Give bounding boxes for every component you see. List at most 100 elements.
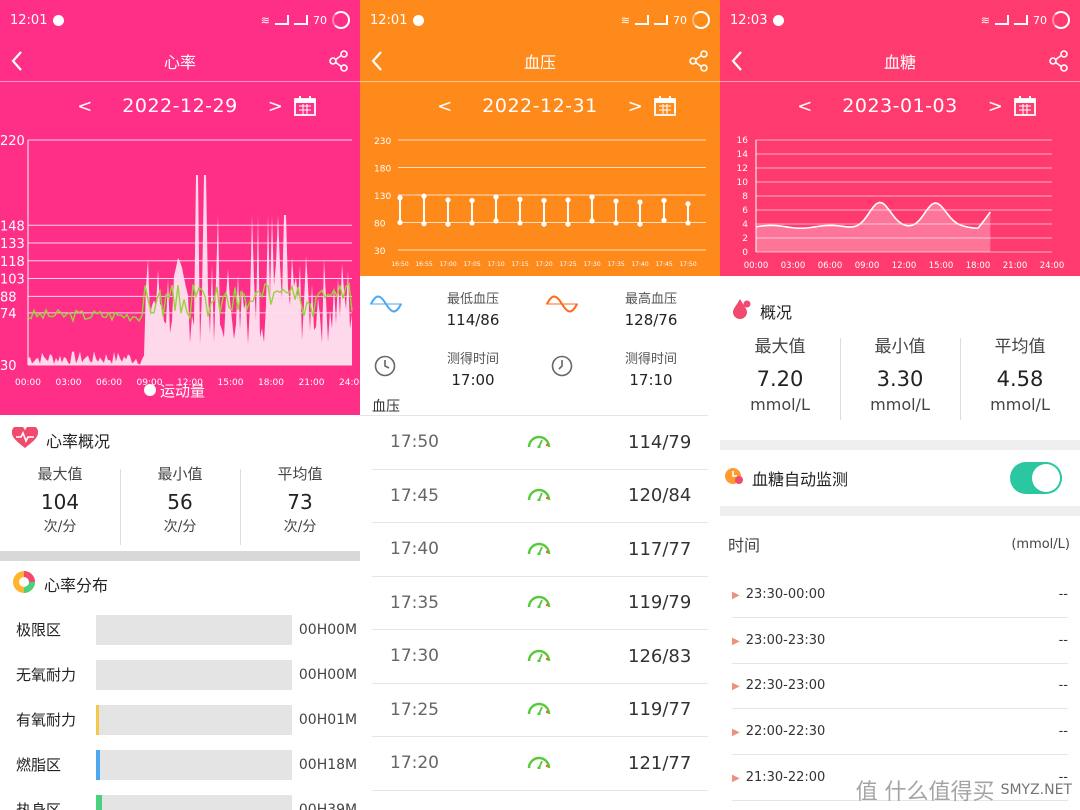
stat-value: 7.20 xyxy=(756,367,804,391)
bp-systolic-point xyxy=(397,195,403,201)
bp-item-value: 114/79 xyxy=(628,431,692,453)
bp-diastolic-point xyxy=(613,220,619,226)
bp-list-item[interactable]: 17:35 119/79 xyxy=(372,577,708,630)
bp-summary: 最低血压 114/86 最高血压 128/76 测得时间 17:00 测得时间 … xyxy=(360,276,720,396)
glucose-item-range-group: ▶ 21:30-22:00 xyxy=(732,770,825,785)
bp-diastolic-point xyxy=(493,218,499,224)
glucose-list-item[interactable]: ▶ 22:00-22:30 -- xyxy=(732,709,1068,756)
calendar-icon[interactable] xyxy=(294,96,316,116)
share-icon[interactable] xyxy=(688,49,710,72)
glucose-overview-header: 概况 xyxy=(720,290,1080,332)
gauge-icon xyxy=(527,433,551,452)
bp-time-2-label: 测得时间 xyxy=(624,352,677,367)
next-date-button[interactable]: > xyxy=(627,95,643,117)
bp-high-value: 128/76 xyxy=(624,311,678,329)
glucose-stats: 最大值 7.20 mmol/L 最小值 3.30 mmol/L 平均值 4.58… xyxy=(720,332,1080,426)
watermark-text: 值 什么值得买 xyxy=(855,780,995,805)
bp-item-time: 17:50 xyxy=(390,432,439,453)
back-icon[interactable] xyxy=(10,50,32,72)
expand-triangle-icon: ▶ xyxy=(732,589,740,601)
bp-systolic-point xyxy=(589,194,595,200)
heart-rate-chart: 30 74 88 103 118 133 148 220 00:00 03:00 06:00 09:0… xyxy=(0,134,360,400)
auto-monitor-toggle[interactable] xyxy=(1010,462,1062,494)
x-tick-label: 03:00 xyxy=(56,378,82,388)
calendar-icon[interactable] xyxy=(1014,96,1036,116)
bp-list-item[interactable]: 17:30 126/83 xyxy=(372,630,708,684)
zone-row: 有氧耐力 00H01M xyxy=(0,697,360,742)
bp-list-item[interactable]: 17:25 119/77 xyxy=(372,684,708,737)
stat-unit: 次/分 xyxy=(43,519,77,535)
x-tick-label: 17:05 xyxy=(463,261,480,268)
share-icon[interactable] xyxy=(328,49,350,72)
expand-triangle-icon: ▶ xyxy=(732,773,740,785)
x-tick-label: 09:00 xyxy=(137,378,163,388)
y-tick-label: 30 xyxy=(374,247,386,257)
bp-systolic-point xyxy=(541,197,547,204)
bp-list-item[interactable]: 17:45 120/84 xyxy=(372,470,708,523)
blood-pressure-panel: 12:01 ≋ 70 血压 < 2022-12-31 > 30 80 130 180 2… xyxy=(360,0,720,810)
wifi-icon: ≋ xyxy=(260,13,270,27)
glucose-list-item[interactable]: ▶ 23:00-23:30 -- xyxy=(732,618,1068,664)
prev-date-button[interactable]: < xyxy=(77,95,93,117)
glucose-area xyxy=(756,202,991,252)
glucose-table-header: 时间 (mmol/L) xyxy=(720,516,1080,572)
bp-diastolic-point xyxy=(565,221,571,227)
next-date-button[interactable]: > xyxy=(267,95,283,117)
bp-item-time: 17:25 xyxy=(390,699,439,720)
glucose-item-range: 23:00-23:30 xyxy=(745,632,826,648)
y-tick-label: 130 xyxy=(374,192,391,202)
x-tick-label: 17:10 xyxy=(487,261,504,268)
heart-distribution-title: 心率分布 xyxy=(44,576,109,595)
next-date-button[interactable]: > xyxy=(987,95,1003,117)
prev-date-button[interactable]: < xyxy=(797,95,813,117)
date-bar: < 2023-01-03 > xyxy=(720,82,1080,130)
zone-label: 极限区 xyxy=(16,621,62,639)
signal-2-icon xyxy=(1014,15,1028,25)
bp-list-item[interactable]: 17:40 117/77 xyxy=(372,523,708,577)
stat-label: 最大值 xyxy=(37,465,83,483)
glucose-item-range-group: ▶ 23:30-00:00 xyxy=(732,587,825,602)
share-icon[interactable] xyxy=(1048,49,1070,72)
wifi-icon: ≋ xyxy=(980,13,990,27)
bp-systolic-point xyxy=(517,196,523,202)
battery-icon xyxy=(1052,11,1070,29)
glucose-list-item[interactable]: ▶ 23:30-00:00 -- xyxy=(732,572,1068,618)
x-tick-label: 17:35 xyxy=(607,261,624,268)
signal-2-icon xyxy=(654,15,668,25)
bp-item-time: 17:35 xyxy=(390,592,439,613)
glucose-list-item[interactable]: ▶ 22:30-23:00 -- xyxy=(732,664,1068,710)
zone-bar-fill xyxy=(96,704,99,735)
divider xyxy=(0,551,360,561)
bp-list-item[interactable]: 17:20 121/77 xyxy=(372,737,708,791)
gauge-icon xyxy=(527,647,551,666)
bp-diastolic-point xyxy=(397,219,403,226)
x-tick-label: 21:00 xyxy=(299,378,325,388)
bp-diastolic-point xyxy=(517,220,523,226)
bp-list-item[interactable]: 17:50 114/79 xyxy=(372,416,708,470)
y-tick-label: 80 xyxy=(374,220,386,230)
gauge-icon xyxy=(527,593,551,612)
signal-2-icon xyxy=(294,15,308,25)
back-icon[interactable] xyxy=(370,50,392,72)
x-tick-label: 18:00 xyxy=(966,261,991,271)
glucose-item-range: 23:30-00:00 xyxy=(745,586,826,602)
calendar-icon[interactable] xyxy=(654,96,676,116)
glucose-item-value: -- xyxy=(1058,724,1068,740)
bp-time-2-value: 17:10 xyxy=(629,371,673,389)
glucose-item-value: -- xyxy=(1058,770,1068,786)
back-icon[interactable] xyxy=(730,50,752,72)
prev-date-button[interactable]: < xyxy=(437,95,453,117)
notification-dot-icon xyxy=(53,14,65,26)
bp-systolic-point xyxy=(469,197,475,204)
gauge-icon xyxy=(527,754,551,773)
glucose-item-range: 22:30-23:00 xyxy=(745,678,826,694)
glucose-list-item[interactable]: ▶ 21:30-22:00 -- xyxy=(732,755,1068,801)
legend-marker xyxy=(144,384,156,396)
y-tick-label: 4 xyxy=(742,220,748,230)
bp-time-2: 测得时间 17:10 xyxy=(608,348,694,389)
zone-row: 热身区 00H39M xyxy=(0,787,360,810)
blood-glucose-chart: 0 2 4 6 8 10 12 14 16 00:00 03:00 06:00 09:00 12:00 15… xyxy=(737,136,1065,271)
y-tick-label: 30 xyxy=(0,359,17,374)
zone-bar xyxy=(96,614,292,645)
heart-avg: 平均值 73 次/分 xyxy=(240,463,360,551)
